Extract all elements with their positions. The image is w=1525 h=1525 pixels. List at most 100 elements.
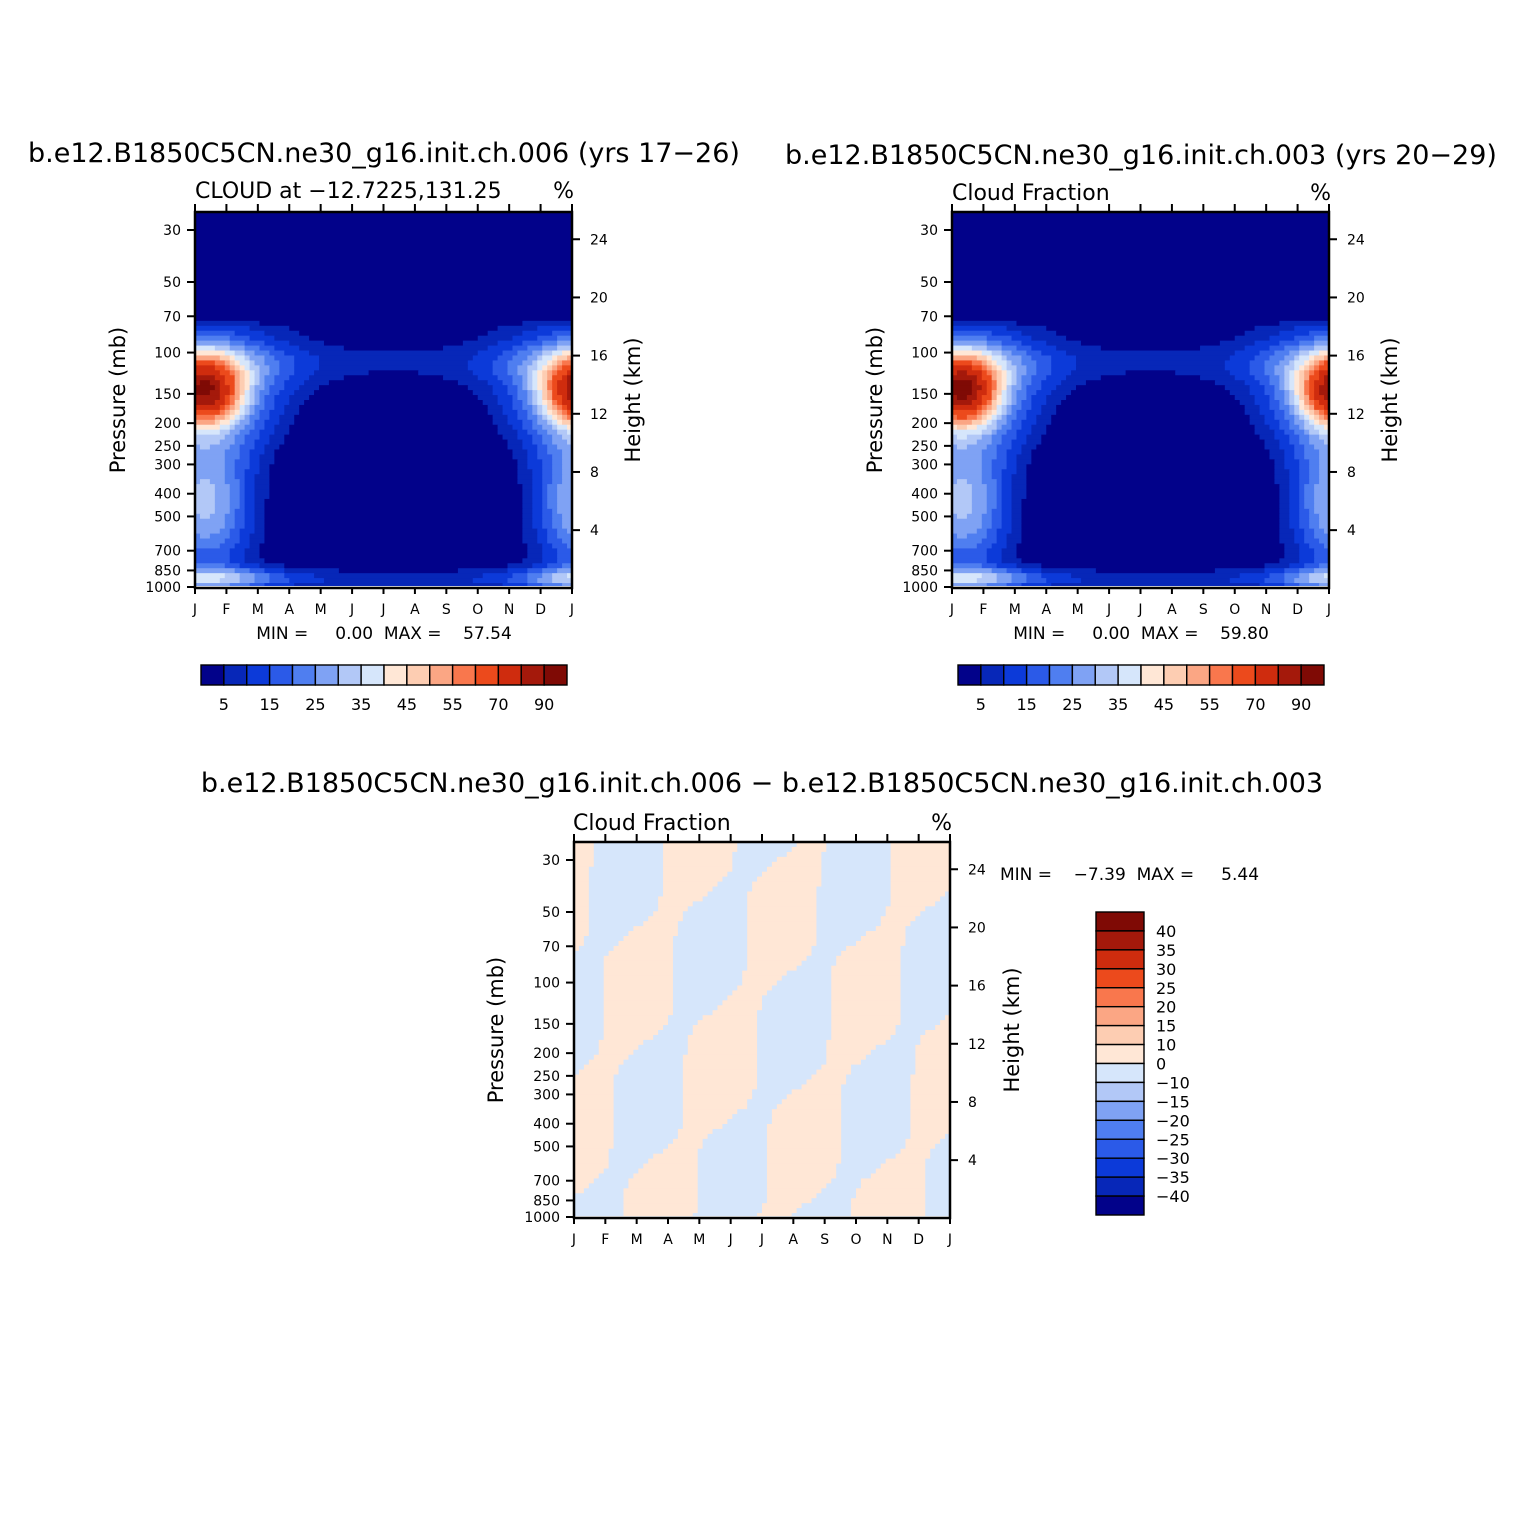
contour-cell (1309, 404, 1315, 411)
contour-cell (1279, 400, 1285, 406)
contour-cell (224, 538, 241, 545)
contour-cell (791, 1089, 842, 1095)
contour-cell (1001, 424, 1013, 431)
contour-cell (991, 429, 998, 436)
contour-cell (952, 439, 978, 446)
contour-cell (195, 474, 226, 480)
contour-cell (567, 375, 573, 381)
contour-cell (588, 1183, 630, 1189)
contour-cell (547, 414, 553, 421)
contour-cell (981, 414, 988, 421)
contour-cell (952, 216, 1330, 223)
contour-cell (1309, 365, 1315, 371)
contour-cell (588, 886, 664, 893)
contour-cell (547, 360, 553, 366)
contour-cell (1239, 573, 1271, 579)
y2-tick-label: 4 (1347, 523, 1356, 539)
contour-cell (1254, 340, 1280, 347)
contour-cell (747, 965, 798, 972)
contour-cell (766, 1143, 842, 1150)
contour-cell (477, 375, 499, 381)
contour-cell (219, 404, 226, 411)
contour-cell (952, 479, 958, 485)
contour-cell (542, 350, 553, 357)
colorbar-label: −20 (1156, 1111, 1190, 1130)
contour-cell (821, 1064, 852, 1071)
contour-cell (1304, 444, 1315, 451)
contour-cell (1294, 429, 1305, 436)
contour-cell (487, 345, 514, 352)
contour-cell (239, 484, 246, 490)
contour-cell (274, 380, 285, 386)
contour-cell (981, 400, 988, 406)
contour-cell (542, 390, 548, 396)
contour-cell (224, 365, 231, 371)
panel-b-ylabel: Pressure (mb) (863, 327, 887, 474)
contour-cell (195, 553, 231, 559)
contour-cell (920, 911, 951, 917)
contour-cell (547, 409, 553, 416)
contour-cell (1264, 390, 1276, 396)
contour-cell (613, 1109, 684, 1115)
contour-cell (846, 945, 902, 952)
contour-cell (542, 513, 553, 520)
contour-cell (195, 345, 216, 352)
contour-cell (259, 409, 271, 416)
contour-cell (757, 1039, 827, 1046)
contour-cell (1001, 414, 1008, 421)
contour-cell (195, 291, 573, 297)
contour-cell (672, 1000, 724, 1006)
contour-cell (507, 370, 519, 376)
contour-cell (1294, 449, 1305, 456)
contour-cell (976, 395, 983, 401)
contour-cell (522, 330, 553, 337)
contour-cell (752, 1089, 793, 1095)
contour-cell (259, 345, 275, 352)
contour-cell (1031, 449, 1271, 456)
contour-cell (986, 400, 993, 406)
contour-cell (1254, 395, 1271, 401)
contour-cell (603, 975, 674, 982)
contour-cell (663, 842, 738, 848)
contour-cell (269, 494, 523, 500)
x-tick-label: O (1229, 602, 1240, 618)
contour-cell (279, 370, 295, 376)
contour-cell (966, 479, 983, 485)
contour-cell (259, 464, 271, 470)
panel-diff-y2label: Height (km) (1000, 967, 1024, 1092)
contour-cell (1309, 400, 1315, 406)
contour-cell (952, 395, 958, 401)
contour-cell (532, 503, 543, 510)
contour-cell (603, 1034, 654, 1041)
contour-cell (816, 921, 882, 927)
contour-cell (821, 881, 892, 888)
contour-cell (239, 400, 246, 406)
contour-cell (1299, 464, 1310, 470)
contour-cell (195, 494, 216, 500)
contour-cell (1309, 459, 1320, 465)
x-tick-label: M (252, 602, 264, 618)
contour-cell (986, 489, 998, 495)
contour-cell (527, 568, 543, 574)
contour-cell (952, 286, 1330, 292)
contour-cell (1021, 533, 1280, 540)
contour-cell (925, 1183, 951, 1189)
contour-cell (323, 340, 464, 347)
contour-cell (1299, 553, 1315, 559)
contour-cell (1036, 360, 1052, 366)
contour-cell (991, 518, 1003, 525)
contour-cell (712, 886, 753, 893)
contour-cell (254, 385, 266, 391)
contour-cell (1026, 414, 1037, 421)
contour-cell (1264, 365, 1276, 371)
contour-cell (971, 385, 983, 391)
contour-cell (966, 444, 988, 451)
contour-cell (702, 1138, 768, 1145)
contour-cell (557, 370, 568, 376)
contour-cell (224, 414, 231, 421)
contour-cell (663, 856, 733, 863)
contour-cell (562, 449, 573, 456)
contour-cell (195, 390, 211, 396)
contour-cell (299, 404, 489, 411)
contour-cell (697, 1020, 758, 1026)
